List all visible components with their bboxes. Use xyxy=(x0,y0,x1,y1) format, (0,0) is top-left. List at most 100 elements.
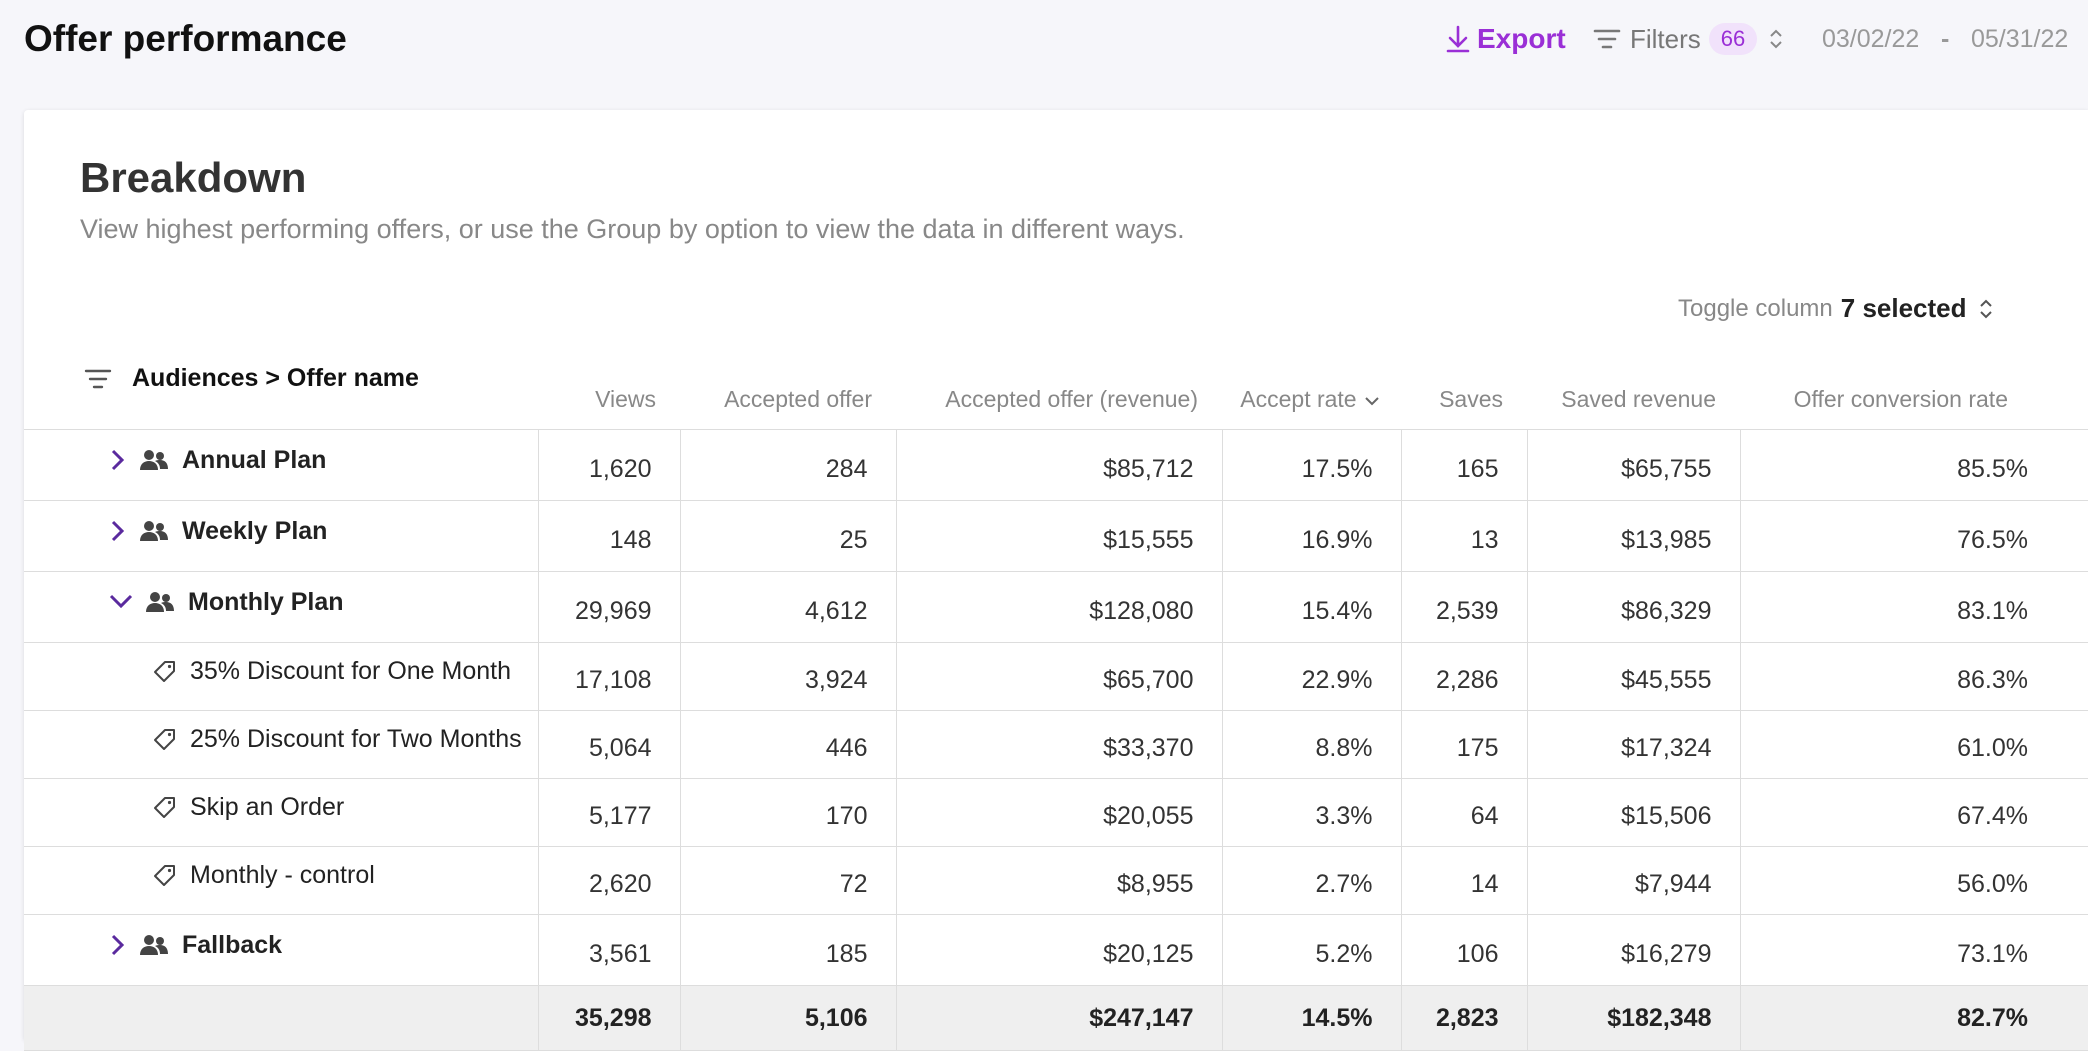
collapse-icon[interactable] xyxy=(108,592,134,612)
table-row[interactable]: Monthly Plan 29,969 4,612 $128,080 15.4% 2,53… xyxy=(24,571,2088,643)
audience-icon xyxy=(140,935,168,955)
value-cell: 17.5% xyxy=(1222,429,1402,501)
expand-icon[interactable] xyxy=(108,447,128,473)
value-cell: 175 xyxy=(1401,710,1528,779)
path xyxy=(1446,25,1470,53)
value-cell: 3.3% xyxy=(1222,778,1402,847)
column-header[interactable]: Saves xyxy=(1401,340,1527,430)
value-cell: 2,286 xyxy=(1401,642,1528,711)
value-cell: 170 xyxy=(680,778,897,847)
div: Skip an Order xyxy=(24,793,538,822)
toggle-column[interactable]: Toggle column 7 selected xyxy=(1678,293,1997,324)
row-name: Weekly Plan xyxy=(182,516,328,545)
audience-icon xyxy=(140,450,168,470)
path xyxy=(84,369,112,388)
offer-icon xyxy=(154,660,175,682)
value-cell: 17,108 xyxy=(538,642,681,711)
total-label-cell xyxy=(24,985,539,1051)
column-header[interactable]: Accept rate xyxy=(1222,340,1401,430)
group-label: Audiences > Offer name xyxy=(132,364,419,393)
value-cell: 29,969 xyxy=(538,571,681,643)
value-cell: 72 xyxy=(680,846,897,915)
export-button[interactable]: Export xyxy=(1445,23,1566,55)
column-header[interactable]: Accepted offer xyxy=(680,340,896,430)
date-start[interactable]: 03/02/22 xyxy=(1822,25,1920,53)
value-cell: $85,712 xyxy=(896,429,1223,501)
value-cell: 64 xyxy=(1401,778,1528,847)
path xyxy=(1365,397,1379,406)
row-name: Fallback xyxy=(182,930,283,959)
table-row[interactable]: Annual Plan 1,620 284 $85,712 17.5% 165 $65,75… xyxy=(24,429,2088,501)
thead: Audiences > Offer name Views Accepted of… xyxy=(24,340,2088,430)
name-cell: Monthly Plan xyxy=(24,571,539,643)
span: Audiences > Offer name xyxy=(84,364,419,393)
value-cell: 5,177 xyxy=(538,778,681,847)
table-row[interactable]: 35% Discount for One Month 17,108 3,924 $65… xyxy=(24,642,2088,711)
use xyxy=(154,660,175,682)
value-cell: $86,329 xyxy=(1527,571,1741,643)
breakdown-table: Audiences > Offer name Views Accepted of… xyxy=(24,340,2088,1051)
use xyxy=(140,450,168,470)
page-title: Offer performance xyxy=(24,18,347,59)
value-cell: 4,612 xyxy=(680,571,897,643)
value-cell: 86.3% xyxy=(1740,642,2088,711)
header-row: Audiences > Offer name Views Accepted of… xyxy=(24,340,2088,430)
row-name: Annual Plan xyxy=(182,445,327,474)
column-header[interactable]: Views xyxy=(538,340,680,430)
total-cell: 5,106 xyxy=(680,985,897,1051)
value-cell: $15,506 xyxy=(1527,778,1741,847)
div: 35% Discount for One Month xyxy=(24,657,538,686)
div: Weekly Plan xyxy=(24,517,538,546)
value-cell: 25 xyxy=(680,500,897,572)
row-name: Monthly Plan xyxy=(188,587,344,616)
value-cell: 2,539 xyxy=(1401,571,1528,643)
name-cell: Fallback xyxy=(24,914,539,986)
value-cell: 3,561 xyxy=(538,914,681,986)
value-cell: $15,555 xyxy=(896,500,1223,572)
value-cell: $13,985 xyxy=(1527,500,1741,572)
value-cell: $33,370 xyxy=(896,710,1223,779)
table-row[interactable]: Weekly Plan 148 25 $15,555 16.9% 13 $13,985 76.… xyxy=(24,500,2088,572)
column-header[interactable]: Offer conversion rate xyxy=(1740,340,2088,430)
path xyxy=(111,934,125,956)
filters-button[interactable]: Filters 66 xyxy=(1592,23,1787,55)
value-cell: $45,555 xyxy=(1527,642,1741,711)
expand-icon[interactable] xyxy=(108,932,128,958)
value-cell: 15.4% xyxy=(1222,571,1402,643)
path xyxy=(111,449,125,471)
table-row[interactable]: Skip an Order 5,177 170 $20,055 3.3% 64 $15,50… xyxy=(24,778,2088,847)
path xyxy=(1979,299,1992,318)
column-header[interactable]: Accepted offer (revenue) xyxy=(896,340,1222,430)
name-cell: Skip an Order xyxy=(24,778,539,847)
offer-icon xyxy=(154,796,175,818)
audience-icon xyxy=(146,592,174,612)
path xyxy=(1593,29,1621,49)
sort-desc-icon xyxy=(1365,397,1379,406)
column-header[interactable]: Saved revenue xyxy=(1527,340,1740,430)
value-cell: $128,080 xyxy=(896,571,1223,643)
use xyxy=(154,728,175,750)
div: Monthly - control xyxy=(24,861,538,890)
table-row[interactable]: 25% Discount for Two Months 5,064 446 $33,3… xyxy=(24,710,2088,779)
filter-icon xyxy=(1593,29,1621,49)
table-row[interactable]: Fallback 3,561 185 $20,125 5.2% 106 $16,279 73.… xyxy=(24,914,2088,986)
use xyxy=(146,592,174,612)
row-name: 25% Discount for Two Months xyxy=(190,725,522,753)
table-row[interactable]: Monthly - control 2,620 72 $8,955 2.7% 14 $7,9… xyxy=(24,846,2088,915)
total-cell: 14.5% xyxy=(1222,985,1402,1051)
value-cell: $7,944 xyxy=(1527,846,1741,915)
use xyxy=(154,796,175,818)
value-cell: 56.0% xyxy=(1740,846,2088,915)
value-cell: 446 xyxy=(680,710,897,779)
value-cell: 67.4% xyxy=(1740,778,2088,847)
filters-label: Filters xyxy=(1630,23,1701,54)
offer-icon xyxy=(154,864,175,886)
date-end[interactable]: 05/31/22 xyxy=(1971,25,2069,53)
total-row: 35,298 5,106 $247,147 14.5% 2,823 $182,348 82.… xyxy=(24,985,2088,1051)
group-by-icon[interactable] xyxy=(84,368,112,390)
value-cell: 61.0% xyxy=(1740,710,2088,779)
value-cell: 76.5% xyxy=(1740,500,2088,572)
expand-icon[interactable] xyxy=(108,518,128,544)
value-cell: 13 xyxy=(1401,500,1528,572)
